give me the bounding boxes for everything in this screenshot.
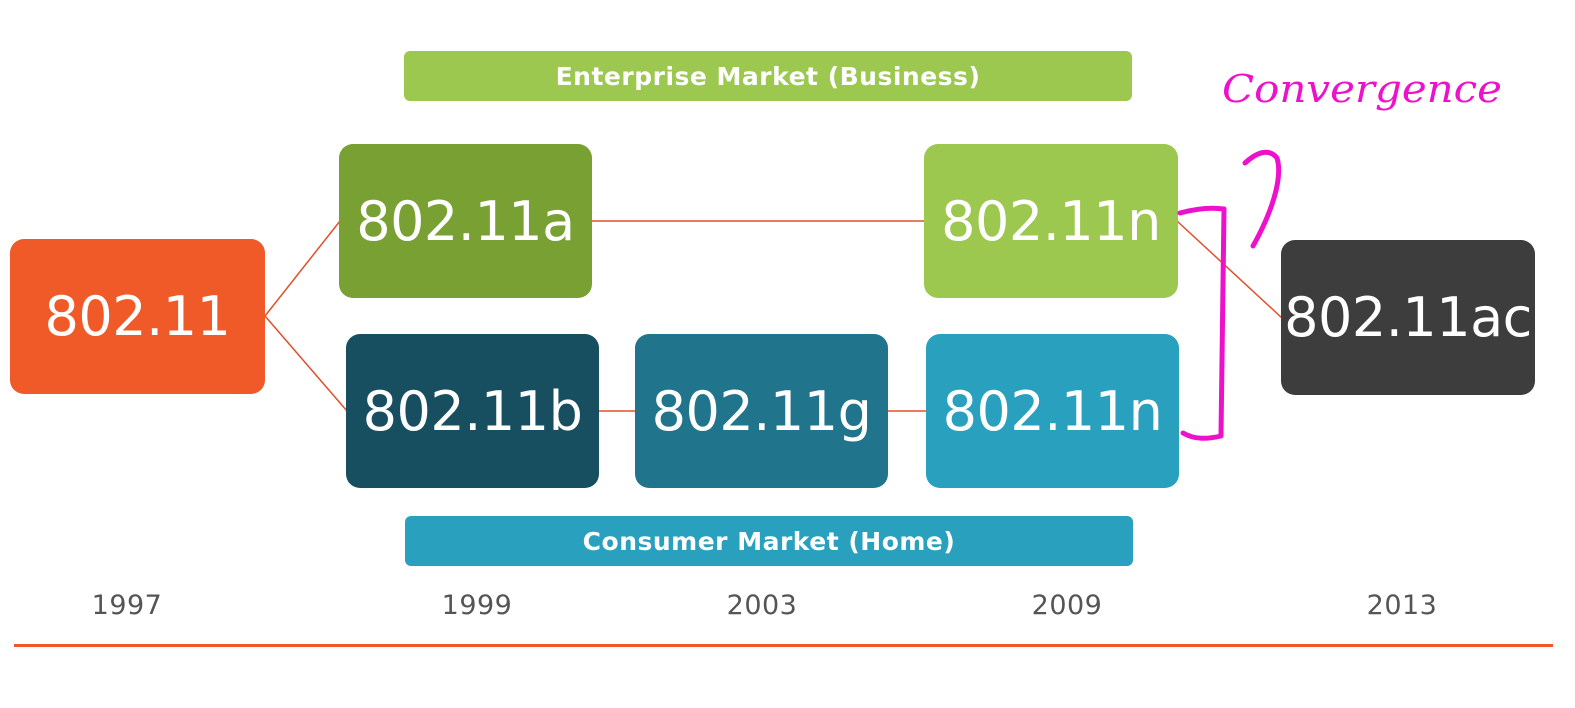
- arrow-mark: [1242, 149, 1282, 249]
- enterprise-market-label: Enterprise Market (Business): [555, 61, 981, 91]
- bracket-mark: [1177, 205, 1227, 441]
- standard-802-11n-consumer-label: 802.11n: [942, 379, 1163, 443]
- standard-802-11g-box: 802.11g: [635, 334, 888, 488]
- year-label-2009: 2009: [1031, 590, 1103, 621]
- year-label-2003: 2003: [726, 590, 798, 621]
- year-label-1997: 1997: [91, 590, 163, 621]
- year-label-1999: 1999: [441, 590, 513, 621]
- standard-802-11ac-box: 802.11ac: [1281, 240, 1535, 395]
- connector-n-to-ac: [1176, 220, 1283, 319]
- connector-base-to-b: [264, 315, 348, 412]
- standard-802-11b-label: 802.11b: [362, 379, 583, 443]
- standard-802-11ac-label: 802.11ac: [1284, 286, 1532, 349]
- standard-802-11n-enterprise-box: 802.11n: [924, 144, 1178, 298]
- standard-802-11-label: 802.11: [44, 285, 231, 348]
- connector-base-to-a: [264, 220, 341, 317]
- enterprise-market-banner: Enterprise Market (Business): [404, 51, 1132, 101]
- standard-802-11n-consumer-box: 802.11n: [926, 334, 1179, 488]
- consumer-market-banner: Consumer Market (Home): [405, 516, 1133, 566]
- standard-802-11g-label: 802.11g: [651, 379, 872, 443]
- standard-802-11-box: 802.11: [10, 239, 265, 394]
- convergence-text: Convergence: [1222, 67, 1502, 111]
- year-label-2013: 2013: [1366, 590, 1438, 621]
- timeline-line: [14, 644, 1553, 647]
- standard-802-11a-label: 802.11a: [356, 189, 575, 253]
- consumer-market-label: Consumer Market (Home): [582, 526, 956, 556]
- standard-802-11b-box: 802.11b: [346, 334, 599, 488]
- standard-802-11a-box: 802.11a: [339, 144, 592, 298]
- standard-802-11n-enterprise-label: 802.11n: [941, 189, 1161, 253]
